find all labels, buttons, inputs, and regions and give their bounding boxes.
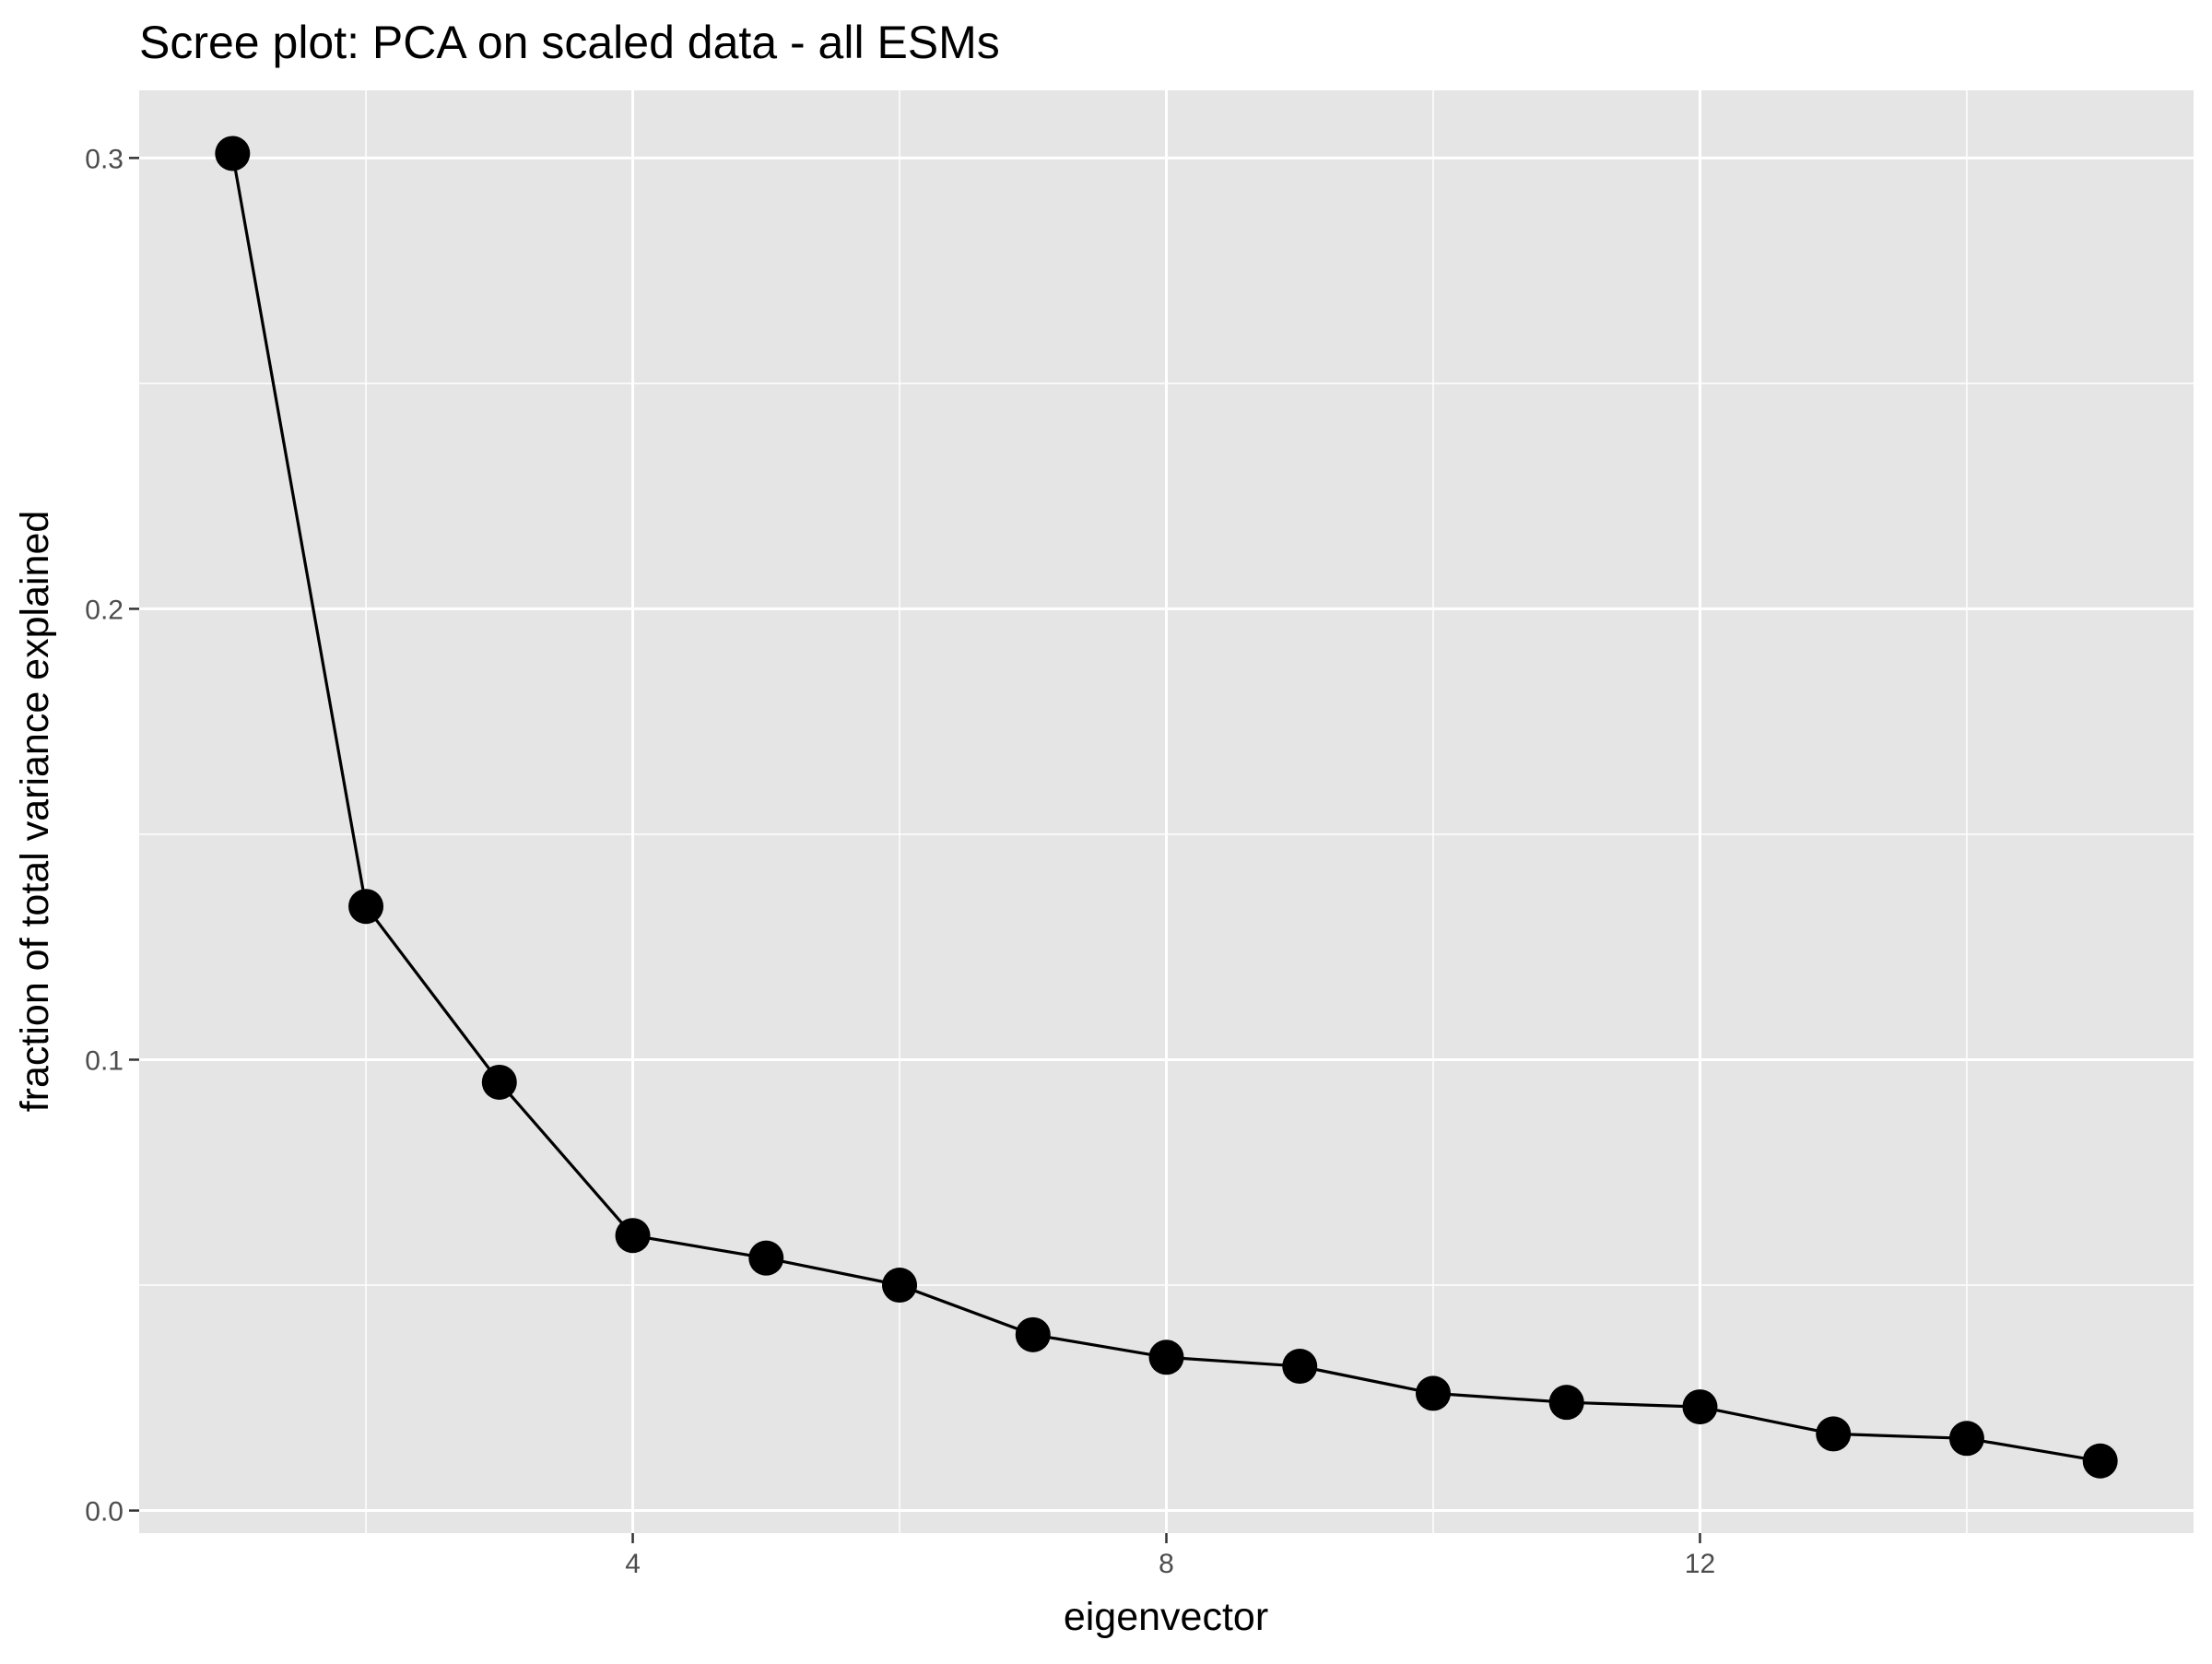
series-points-group: [215, 136, 2118, 1479]
y-tick-label: 0.0: [85, 1497, 124, 1528]
y-axis-label: fraction of total variance explained: [13, 511, 57, 1113]
y-axis: 0.0 0.1 0.2 0.3: [85, 144, 139, 1528]
data-point: [1282, 1349, 1318, 1385]
data-point: [1682, 1389, 1718, 1425]
data-point: [615, 1218, 651, 1254]
data-point: [1415, 1375, 1451, 1411]
major-gridlines: [139, 90, 2194, 1533]
x-axis-label: eigenvector: [1064, 1595, 1268, 1639]
data-point: [1148, 1339, 1184, 1375]
data-point: [215, 136, 251, 171]
y-tick-label: 0.1: [85, 1045, 124, 1076]
data-point: [2082, 1443, 2118, 1479]
x-tick-label: 4: [625, 1549, 641, 1579]
data-point: [1816, 1416, 1852, 1452]
y-tick-label: 0.3: [85, 144, 124, 174]
data-point: [882, 1268, 918, 1304]
x-axis: 4 8 12: [625, 1533, 1715, 1579]
data-point: [748, 1240, 784, 1276]
y-tick-label: 0.2: [85, 595, 124, 625]
data-point: [1015, 1316, 1051, 1352]
data-point: [481, 1064, 517, 1100]
chart-title: Scree plot: PCA on scaled data - all ESM…: [139, 17, 1000, 68]
x-tick-label: 8: [1159, 1549, 1174, 1579]
data-point: [348, 889, 384, 925]
data-point: [1548, 1385, 1584, 1421]
data-point: [1948, 1421, 1984, 1457]
x-tick-label: 12: [1685, 1549, 1715, 1579]
